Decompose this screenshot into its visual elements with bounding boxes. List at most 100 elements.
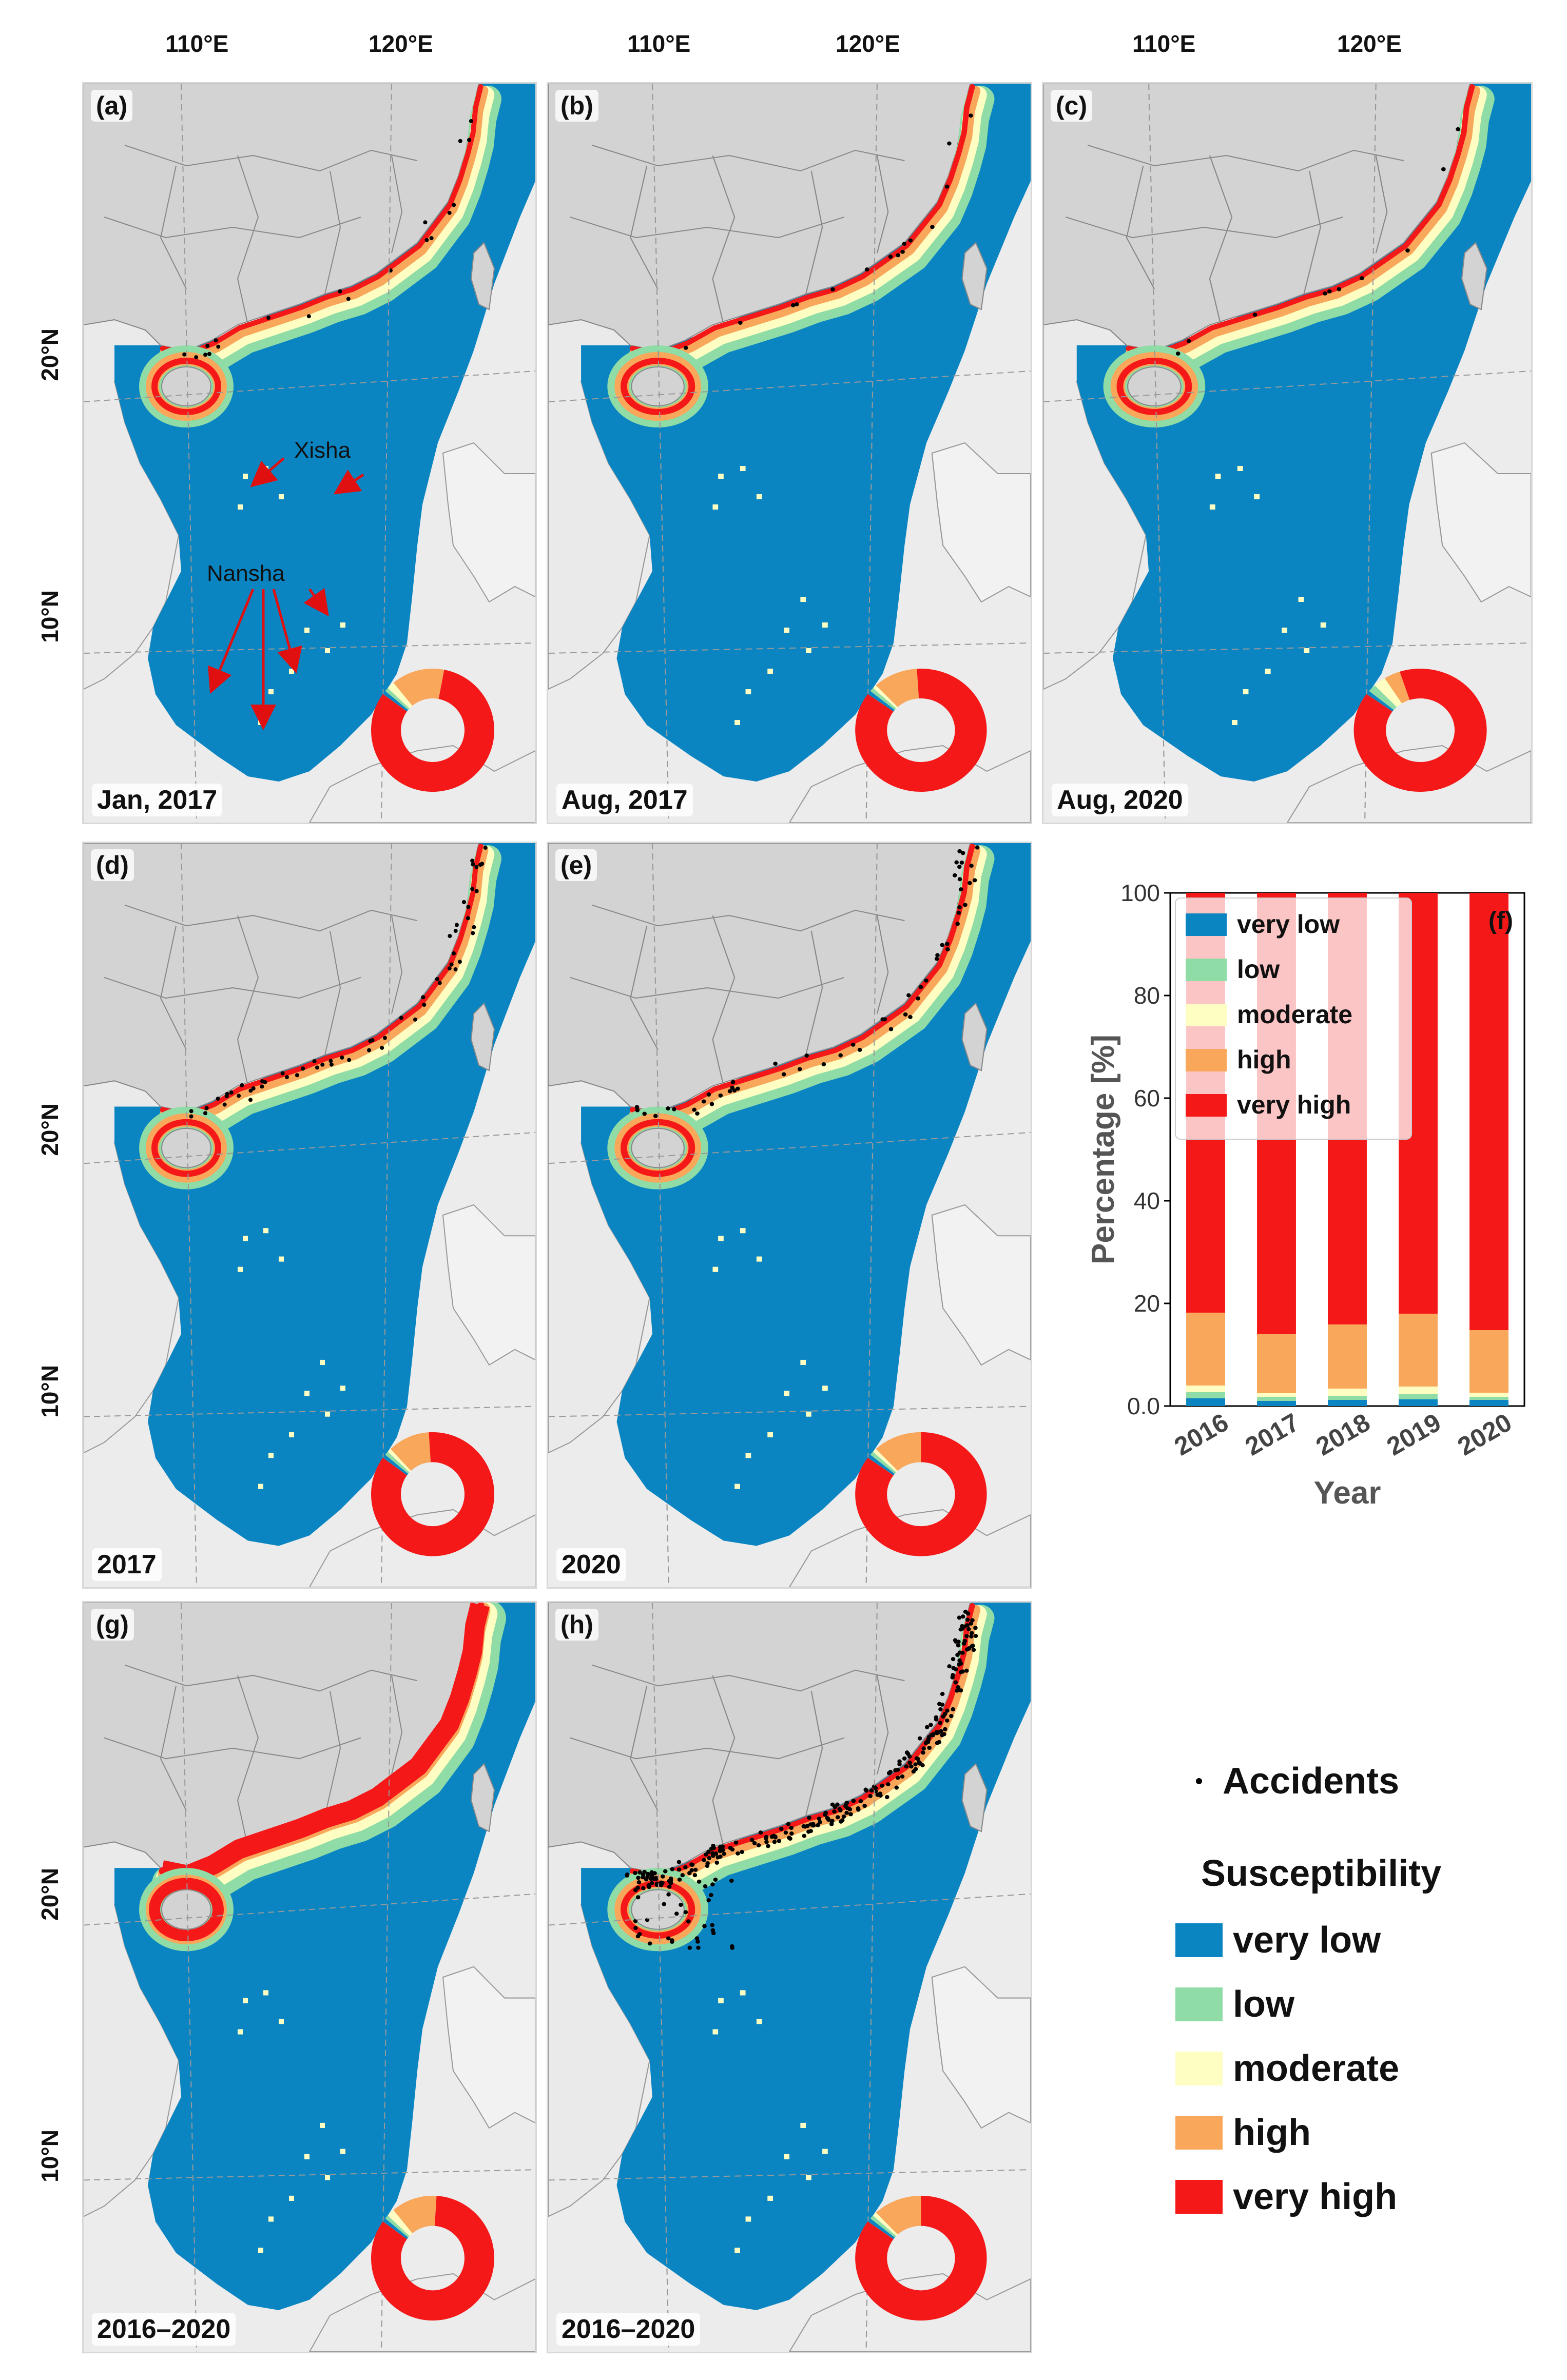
accident-dot [1441, 167, 1446, 171]
gridline-20n [84, 1132, 535, 1164]
accident-dot [662, 1902, 666, 1906]
accident-dot [943, 1727, 947, 1731]
island-cell [340, 2149, 345, 2154]
gridline-110e [181, 1603, 197, 2352]
legend-swatch [1186, 1004, 1227, 1026]
bar-segment [1399, 1399, 1438, 1406]
province-border [124, 904, 418, 932]
accident-dot [693, 1867, 698, 1872]
donut-slice-high [876, 669, 919, 707]
island-cell [784, 628, 789, 633]
x-tick-label: 2016 [1169, 1408, 1233, 1461]
province-border [876, 155, 889, 253]
accident-dot [873, 1786, 878, 1790]
taiwan-island [961, 1763, 988, 1832]
panel-time: 2016–2020 [92, 2313, 236, 2346]
accident-dot [633, 1870, 637, 1875]
stacked-bar-chart: 0.0 20 40 60 80 100 2016 2017 2018 2019 2020 Year Pe… [1086, 880, 1525, 1511]
accident-dot [711, 1854, 715, 1858]
accident-dot [818, 1820, 822, 1824]
accident-dot [437, 981, 442, 985]
accident-dot [956, 910, 961, 915]
accident-dot [730, 1085, 735, 1090]
island-cell [767, 1432, 773, 1437]
accident-dot [937, 1740, 942, 1744]
taiwan-island [1461, 242, 1487, 310]
bar-segment [1469, 1400, 1508, 1406]
accident-dot [826, 1817, 830, 1821]
island-cell [745, 689, 751, 694]
legend-label: high [1237, 1045, 1291, 1074]
accident-dot [706, 1092, 711, 1097]
hainan-island [161, 366, 211, 406]
island-cell [1265, 669, 1271, 674]
accident-dot [449, 962, 454, 967]
lon-label-120e: 120°E [369, 30, 433, 57]
accident-dot [705, 1861, 710, 1866]
accident-dot [838, 1053, 843, 1058]
accident-dot [689, 1862, 694, 1867]
province-border [630, 925, 659, 1050]
island-cell [238, 1266, 243, 1272]
accident-dot [730, 1944, 734, 1948]
province-border [124, 145, 418, 172]
accident-dot [954, 1640, 958, 1644]
accident-dot [930, 225, 935, 229]
legend-swatch [1186, 1094, 1227, 1117]
accident-dot [306, 314, 311, 319]
accident-dot [928, 1723, 933, 1727]
accident-dot [789, 1831, 794, 1836]
island-cell [806, 2175, 811, 2180]
island-cell [734, 720, 740, 725]
donut-slice-low [385, 2215, 410, 2238]
accident-dot [903, 1012, 908, 1017]
accident-dot [1405, 248, 1410, 253]
accident-dot [971, 1648, 976, 1652]
accident-dot [960, 1614, 965, 1619]
accident-dot [964, 1668, 969, 1673]
island-cell [304, 628, 309, 633]
accident-dot [954, 860, 959, 865]
accident-dot [951, 1666, 956, 1670]
accident-dot [466, 905, 471, 909]
donut-slice-low [385, 1452, 410, 1474]
accident-dot [802, 1833, 807, 1838]
accident-dot [483, 845, 488, 850]
accident-dot [701, 1099, 706, 1104]
accident-dot [248, 1088, 253, 1093]
accident-dot [710, 1923, 714, 1927]
accident-dot [413, 1017, 417, 1022]
donut-slice-low [870, 2215, 897, 2238]
accident-dot [225, 1091, 229, 1096]
accident-dot [850, 1042, 856, 1047]
accident-dot [913, 1767, 918, 1771]
accident-dot [957, 849, 962, 853]
accident-dot [229, 1090, 234, 1095]
accident-dot [471, 862, 475, 867]
taiwan-island [470, 1002, 495, 1071]
accident-dot [1327, 289, 1332, 294]
accident-dot [203, 353, 208, 357]
accident-dot [900, 249, 905, 254]
panel-time: 2020 [556, 1548, 626, 1581]
accident-dot [683, 1865, 688, 1870]
island-cell [806, 1411, 811, 1417]
province-border [324, 170, 341, 295]
hainan-island [631, 366, 685, 406]
accident-dot [749, 1838, 755, 1842]
donut-slice-very-low [867, 2218, 895, 2239]
accident-dot [452, 951, 456, 955]
bar-segment [1186, 1386, 1225, 1392]
accident-dot [469, 119, 473, 123]
accident-dot [964, 1634, 969, 1638]
accident-dot [248, 1098, 253, 1102]
island-cell [268, 689, 274, 694]
accident-dot [773, 1061, 778, 1066]
accident-dot [474, 889, 479, 893]
province-border [712, 1675, 736, 1847]
province-border [391, 155, 403, 253]
susceptibility-map [548, 1603, 1031, 2352]
accident-dot [315, 1065, 319, 1070]
accident-dot [637, 1870, 642, 1875]
accident-dot [888, 1027, 894, 1031]
